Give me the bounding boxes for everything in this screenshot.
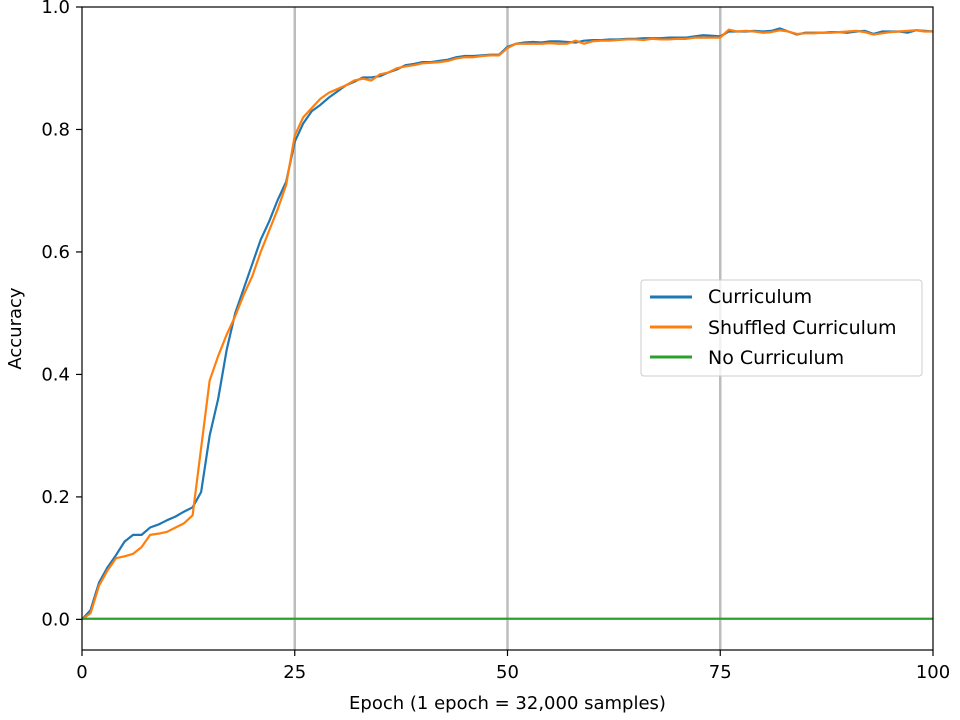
y-tick-label-0.8: 0.8 bbox=[41, 119, 70, 140]
x-axis-label: Epoch (1 epoch = 32,000 samples) bbox=[349, 693, 666, 714]
series-layer bbox=[81, 27, 934, 621]
y-tick-label-1: 1.0 bbox=[41, 0, 70, 18]
x-tick-label-0: 0 bbox=[76, 662, 87, 683]
x-tick-label-25: 25 bbox=[283, 662, 306, 683]
y-tick-label-0.4: 0.4 bbox=[41, 364, 70, 385]
x-tick-label-100: 100 bbox=[916, 662, 950, 683]
x-tick-label-75: 75 bbox=[709, 662, 732, 683]
legend-label-shuffled-curriculum: Shuffled Curriculum bbox=[708, 317, 897, 339]
x-axis: 0 25 50 75 100 bbox=[76, 650, 950, 683]
legend-label-no-curriculum: No Curriculum bbox=[708, 347, 844, 369]
series-line-shuffled-curriculum bbox=[81, 28, 933, 621]
legend-box bbox=[640, 279, 923, 377]
y-axis: 0.0 0.2 0.4 0.6 0.8 1.0 bbox=[41, 0, 82, 630]
legend: Curriculum Shuffled Curriculum No Curric… bbox=[640, 279, 923, 377]
y-tick-label-0: 0.0 bbox=[41, 609, 70, 630]
legend-label-curriculum: Curriculum bbox=[708, 286, 812, 308]
x-tick-label-50: 50 bbox=[496, 662, 519, 683]
y-tick-label-0.6: 0.6 bbox=[41, 242, 70, 263]
y-tick-label-0.2: 0.2 bbox=[41, 487, 70, 508]
y-axis-label: Accuracy bbox=[5, 287, 26, 370]
